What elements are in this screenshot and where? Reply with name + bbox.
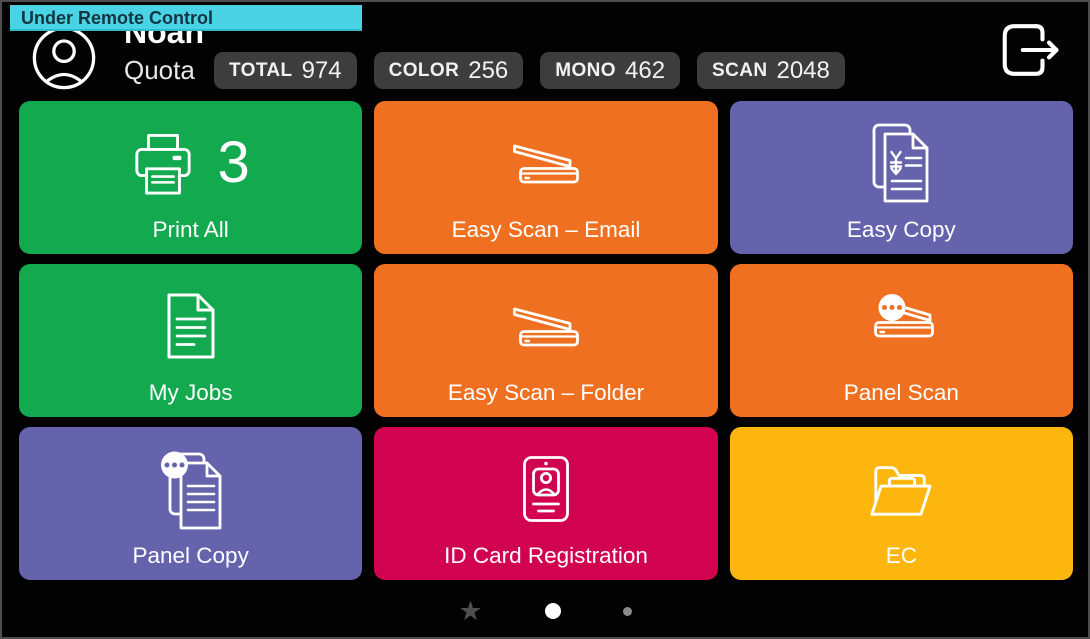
header: Noah Quota TOTAL 974 COLOR 256 MONO 462 … [2,2,1088,100]
quota-badges: TOTAL 974 COLOR 256 MONO 462 SCAN 2048 [214,52,845,89]
user-avatar-icon [31,25,97,91]
tile-label: Easy Copy [846,217,956,242]
remote-control-banner: Under Remote Control [10,5,362,31]
sign-out-icon [999,20,1063,80]
tile-label: EC [885,543,917,568]
scanner-icon [512,140,580,186]
tile-panel-scan[interactable]: Panel Scan [729,264,1073,417]
quota-color-label: COLOR [388,59,460,81]
scanner-icon [512,303,580,349]
copy-pages-chat-icon [160,448,222,530]
page-indicator: ★ [2,596,1088,626]
open-folder-icon [869,458,933,520]
document-icon [166,292,216,360]
next-page-dot[interactable] [622,606,632,616]
copy-pages-icon [872,123,930,203]
tile-label: My Jobs [148,380,233,405]
tile-label: ID Card Registration [444,543,648,568]
favorites-page-star-icon[interactable]: ★ [458,596,483,626]
tile-print-all[interactable]: 3 Print All [19,101,363,254]
quota-badge-mono: MONO 462 [540,52,681,89]
tile-label: Easy Scan – Email [451,217,641,242]
home-tile-grid: 3 Print All Easy Scan – Email [19,101,1073,580]
tile-label: Panel Scan [843,380,959,405]
tile-easy-scan-folder[interactable]: Easy Scan – Folder [374,264,718,417]
tile-easy-copy[interactable]: Easy Copy [729,101,1073,254]
quota-badge-scan: SCAN 2048 [697,52,845,89]
tile-label: Print All [152,217,229,242]
quota-badge-color: COLOR 256 [373,52,524,89]
tile-panel-copy[interactable]: Panel Copy [19,427,363,580]
print-job-count: 3 [217,130,250,195]
quota-label: Quota [124,55,195,85]
quota-mono-value: 462 [625,56,666,84]
tile-ec[interactable]: EC [729,427,1073,580]
scanner-chat-icon [866,294,936,358]
tile-id-card-registration[interactable]: ID Card Registration [374,427,718,580]
quota-total-label: TOTAL [229,59,293,81]
tile-label: Panel Copy [132,543,249,568]
logout-button[interactable] [999,20,1063,80]
tile-easy-scan-email[interactable]: Easy Scan – Email [374,101,718,254]
quota-scan-label: SCAN [712,59,768,81]
quota-mono-label: MONO [555,59,616,81]
tile-label: Easy Scan – Folder [447,380,645,405]
quota-color-value: 256 [468,56,509,84]
tile-my-jobs[interactable]: My Jobs [19,264,363,417]
id-card-icon [522,455,570,523]
printer-icon [132,130,194,196]
quota-total-value: 974 [301,56,342,84]
quota-scan-value: 2048 [776,56,830,84]
quota-badge-total: TOTAL 974 [214,52,357,89]
current-page-dot[interactable] [544,603,561,619]
